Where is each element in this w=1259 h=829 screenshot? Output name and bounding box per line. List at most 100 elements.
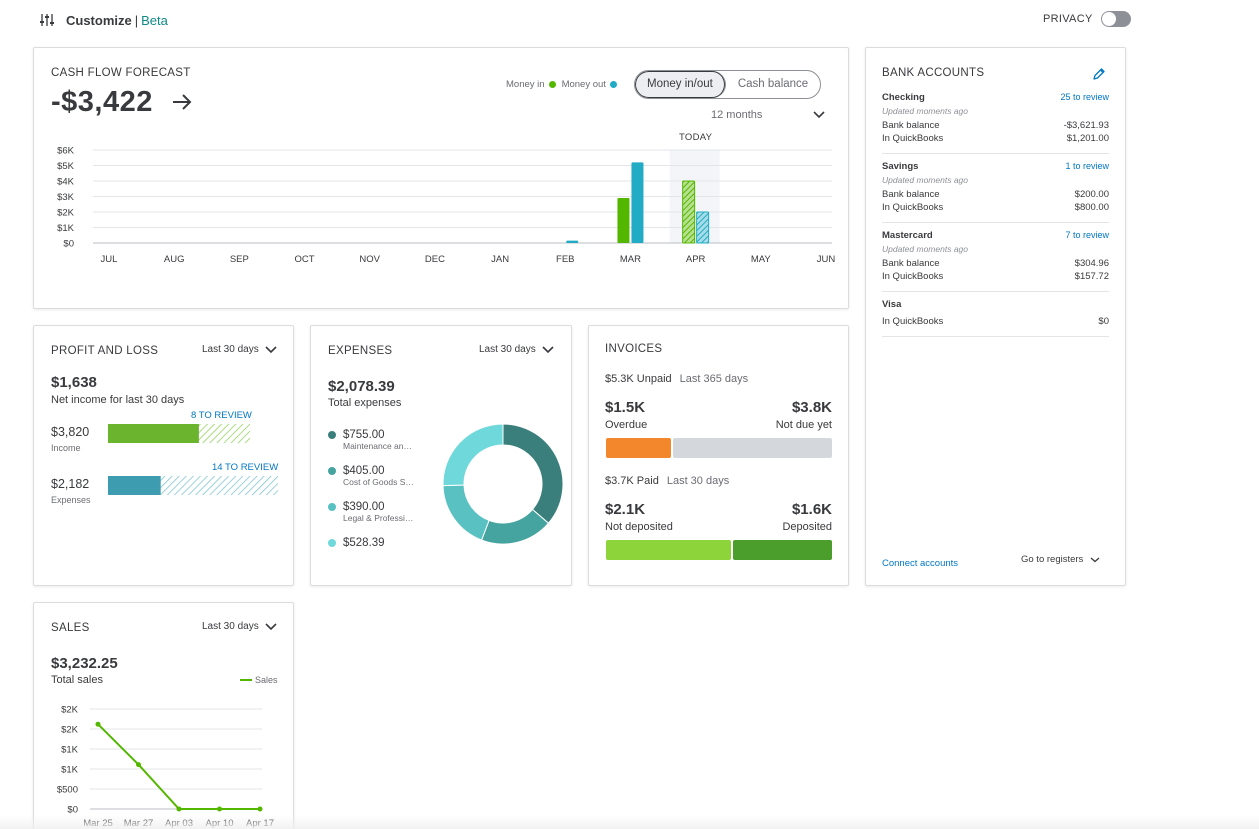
bar-money-out <box>566 240 579 243</box>
not-deposited-label: Not deposited <box>605 521 673 533</box>
expense-item[interactable]: $528.39 <box>328 537 443 550</box>
x-tick-label: APR <box>686 254 706 265</box>
connect-accounts-link[interactable]: Connect accounts <box>882 558 959 569</box>
bank-balance-value: $304.96 <box>1074 258 1109 269</box>
legend-line <box>240 679 252 681</box>
sales-legend: Sales <box>240 675 278 685</box>
legend-money-out: Money out <box>561 79 606 90</box>
overdue-bar[interactable] <box>606 438 671 458</box>
account-visa[interactable]: Visa In QuickBooks $0 <box>882 298 1109 337</box>
expense-item[interactable]: $755.00 Maintenance an… <box>328 429 443 451</box>
arrow-right-icon[interactable] <box>171 92 193 112</box>
expenses-title: EXPENSES <box>328 345 393 357</box>
x-tick-label: MAR <box>620 254 641 265</box>
money-in-out-option[interactable]: Money in/out <box>635 71 726 98</box>
expense-category: Cost of Goods S… <box>343 477 414 487</box>
qb-value: $800.00 <box>1074 202 1109 213</box>
total-expenses-caption: Total expenses <box>328 397 402 409</box>
toggle-knob <box>1101 12 1116 26</box>
not-deposited-bar[interactable] <box>606 540 731 560</box>
y-tick-label: $5K <box>57 161 75 172</box>
total-sales-amount: $3,232.25 <box>51 655 118 672</box>
bank-balance-label: Bank balance <box>882 258 940 269</box>
period-dropdown[interactable]: Last 30 days <box>202 344 277 355</box>
expenses-bar[interactable] <box>108 476 278 495</box>
income-review-link[interactable]: 8 TO REVIEW <box>191 410 252 421</box>
legend-dot <box>328 539 336 547</box>
chevron-down-icon <box>265 622 277 630</box>
cash-balance-option[interactable]: Cash balance <box>737 78 809 90</box>
bank-balance-label: Bank balance <box>882 120 940 131</box>
x-tick-label: JUN <box>817 254 836 265</box>
x-tick-label: AUG <box>164 254 185 265</box>
x-tick-label: MAY <box>751 254 772 265</box>
expenses-donut-chart[interactable] <box>441 422 565 546</box>
total-sales-caption: Total sales <box>51 674 103 686</box>
account-name: Visa <box>882 299 902 310</box>
expenses-bar-fill <box>108 476 161 495</box>
money-in-dot <box>548 81 556 88</box>
account-savings[interactable]: Savings 1 to review Updated moments ago B… <box>882 160 1109 223</box>
income-bar[interactable] <box>108 424 250 443</box>
privacy-control: PRIVACY <box>1043 10 1131 28</box>
customize-bar[interactable]: Customize | Beta <box>40 10 168 30</box>
pencil-icon[interactable] <box>1092 67 1106 81</box>
qb-value: $0 <box>1098 316 1109 327</box>
view-toggle: Money in/out Cash balance <box>634 70 822 99</box>
expense-amount: $755.00 <box>343 429 385 441</box>
updated-text: Updated moments ago <box>882 244 968 254</box>
legend-money-in: Money in <box>506 79 545 90</box>
unpaid-summary[interactable]: $5.3K Unpaid Last 365 days <box>605 373 748 385</box>
account-checking[interactable]: Checking 25 to review Updated moments ago… <box>882 91 1109 154</box>
deposited-bar[interactable] <box>733 540 832 560</box>
legend-dot <box>328 431 336 439</box>
x-tick-label: JAN <box>491 254 509 265</box>
expense-item[interactable]: $390.00 Legal & Professi… <box>328 501 443 523</box>
y-tick-label: $1K <box>57 223 75 234</box>
go-to-registers-dropdown[interactable]: Go to registers <box>1021 554 1101 565</box>
bank-balance-value: $200.00 <box>1074 189 1109 200</box>
bar-money-out <box>696 211 710 244</box>
qb-value: $1,201.00 <box>1066 133 1109 144</box>
period-dropdown[interactable]: Last 30 days <box>479 344 554 355</box>
not-due-bar[interactable] <box>673 438 832 458</box>
sales-card: SALES Last 30 days $3,232.25 Total sales… <box>33 602 294 829</box>
bottom-fade <box>0 815 1259 829</box>
paid-summary[interactable]: $3.7K Paid Last 30 days <box>605 475 729 487</box>
expense-category: Maintenance an… <box>343 441 412 451</box>
sales-point <box>257 806 263 812</box>
review-link[interactable]: 1 to review <box>1065 161 1109 171</box>
expense-item[interactable]: $405.00 Cost of Goods S… <box>328 465 443 487</box>
not-due-value: $3.8K <box>791 399 832 416</box>
chevron-down-icon <box>1090 557 1100 562</box>
cash-flow-amount: -$3,422 <box>51 86 153 118</box>
x-tick-label: SEP <box>230 254 249 265</box>
y-tick-label: $0 <box>67 805 78 816</box>
y-tick-label: $2K <box>57 208 75 219</box>
expenses-review-link[interactable]: 14 TO REVIEW <box>212 462 279 473</box>
sales-point <box>95 721 101 727</box>
qb-value: $157.72 <box>1074 271 1109 282</box>
income-label: Income <box>51 443 81 453</box>
bank-balance-value: -$3,621.93 <box>1063 120 1109 131</box>
x-tick-label: FEB <box>556 254 574 265</box>
sales-line <box>97 723 260 810</box>
customize-label[interactable]: Customize <box>66 12 132 28</box>
cash-flow-chart: TODAY $0 $1K $2K $3K $4K $5K $6K JUL AUG SEP OCT NOV… <box>57 132 836 265</box>
invoices-title: INVOICES <box>605 343 663 355</box>
sliders-icon <box>40 14 54 26</box>
range-dropdown[interactable]: 12 months <box>711 109 825 121</box>
y-tick-label: $1K <box>61 765 79 776</box>
qb-label: In QuickBooks <box>882 316 944 327</box>
account-mastercard[interactable]: Mastercard 7 to review Updated moments ag… <box>882 229 1109 292</box>
not-due-label: Not due yet <box>775 419 832 431</box>
review-link[interactable]: 25 to review <box>1060 92 1109 102</box>
period-dropdown[interactable]: Last 30 days <box>202 621 277 632</box>
account-name: Savings <box>882 161 919 172</box>
unpaid-period: Last 365 days <box>679 373 749 385</box>
qb-label: In QuickBooks <box>882 202 944 213</box>
privacy-toggle[interactable] <box>1100 11 1131 27</box>
overdue-value: $1.5K <box>605 399 646 416</box>
y-tick-label: $4K <box>57 177 75 188</box>
review-link[interactable]: 7 to review <box>1065 230 1109 240</box>
